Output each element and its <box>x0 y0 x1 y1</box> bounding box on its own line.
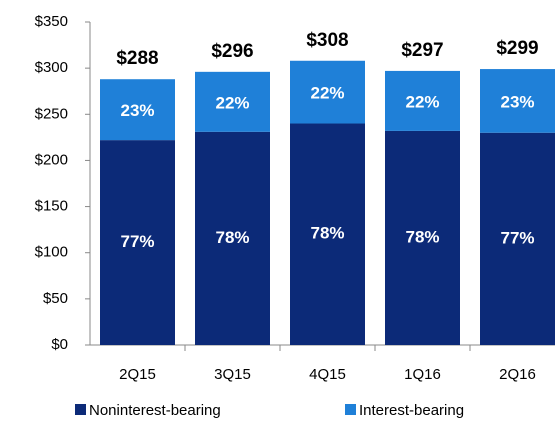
bar-segment <box>385 130 460 345</box>
x-tick-label: 2Q16 <box>499 366 536 383</box>
percent-label: 22% <box>215 93 249 112</box>
percent-label: 77% <box>500 228 534 247</box>
legend-label: Interest-bearing <box>359 402 464 419</box>
percent-label: 78% <box>405 227 439 246</box>
x-tick-label: 4Q15 <box>309 366 346 383</box>
bar-segment <box>480 69 555 133</box>
y-tick-label: $200 <box>35 151 68 168</box>
x-tick-label: 3Q15 <box>214 366 251 383</box>
bar-segment <box>480 132 555 345</box>
percent-label: 78% <box>310 224 344 243</box>
total-label: $299 <box>496 38 538 59</box>
percent-label: 77% <box>120 232 154 251</box>
bar-segment <box>385 70 460 131</box>
y-tick-label: $150 <box>35 198 68 215</box>
legend-label: Noninterest-bearing <box>89 402 221 419</box>
bar-segment <box>100 140 175 345</box>
legend-swatch <box>345 404 356 415</box>
percent-label: 78% <box>215 228 249 247</box>
total-label: $288 <box>116 48 158 69</box>
y-tick-label: $300 <box>35 59 68 76</box>
y-tick-label: $250 <box>35 105 68 122</box>
bar-segment <box>195 71 270 132</box>
bar-segment <box>195 131 270 345</box>
x-tick-label: 1Q16 <box>404 366 441 383</box>
total-label: $296 <box>211 41 253 62</box>
y-tick-label: $100 <box>35 244 68 261</box>
percent-label: 23% <box>120 101 154 120</box>
bar-segment <box>100 79 175 141</box>
total-label: $308 <box>306 30 348 51</box>
y-tick-label: $350 <box>35 13 68 30</box>
percent-label: 22% <box>405 92 439 111</box>
bar-segment <box>290 123 365 345</box>
y-tick-label: $0 <box>51 336 68 353</box>
y-tick-label: $50 <box>43 290 68 307</box>
total-label: $297 <box>401 40 443 61</box>
percent-label: 22% <box>310 84 344 103</box>
bar-segment <box>290 60 365 124</box>
legend-swatch <box>75 404 86 415</box>
x-tick-label: 2Q15 <box>119 366 156 383</box>
percent-label: 23% <box>500 92 534 111</box>
